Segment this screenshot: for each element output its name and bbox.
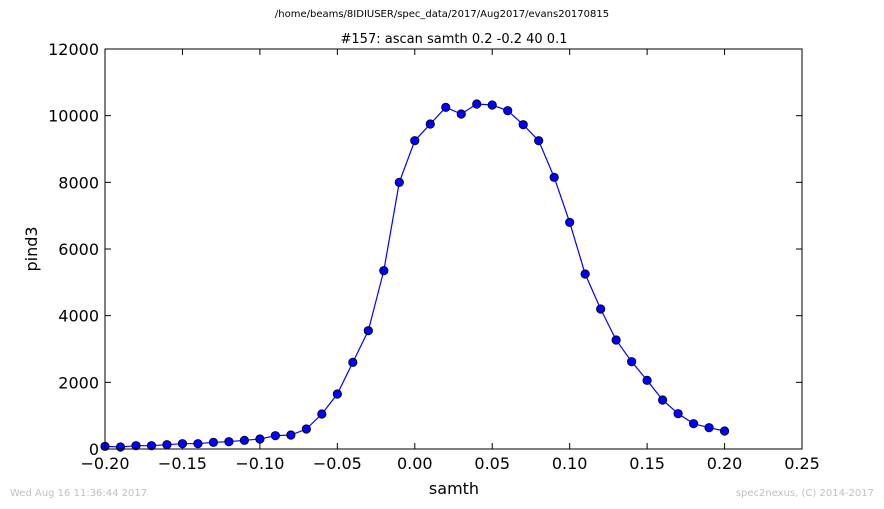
data-point	[688, 419, 699, 429]
data-point	[317, 409, 327, 419]
data-point	[348, 357, 358, 367]
x-tick-label: 0.00	[397, 454, 433, 473]
data-point	[115, 442, 126, 452]
data-point	[627, 357, 637, 367]
data-point	[704, 423, 714, 433]
data-point	[301, 424, 311, 434]
y-tick-label: 12000	[48, 40, 99, 59]
data-point	[208, 437, 219, 447]
data-point	[177, 439, 188, 449]
data-point	[534, 136, 544, 146]
y-tick-label: 0	[89, 440, 99, 459]
data-point	[611, 335, 621, 345]
x-tick-label: 0.25	[784, 454, 820, 473]
y-axis-label: pind3	[22, 226, 41, 271]
x-tick-label: 0.15	[629, 454, 665, 473]
y-tick-label: 2000	[58, 373, 99, 392]
data-point	[193, 439, 203, 449]
y-tick-label: 10000	[48, 107, 99, 126]
data-point	[472, 99, 482, 109]
data-point	[131, 441, 141, 451]
data-point	[394, 177, 404, 187]
data-point	[642, 375, 652, 385]
data-point	[580, 269, 590, 279]
x-tick-label: −0.20	[80, 454, 129, 473]
credit-footer: spec2nexus, (C) 2014-2017	[735, 488, 874, 499]
data-point	[456, 109, 466, 119]
x-tick-label: −0.15	[158, 454, 207, 473]
series-line	[104, 103, 725, 448]
data-point	[332, 389, 342, 399]
x-tick-label: 0.05	[474, 454, 510, 473]
data-point	[673, 409, 683, 419]
data-point	[270, 431, 280, 441]
x-tick-label: −0.05	[313, 454, 362, 473]
data-point	[657, 395, 668, 405]
data-point	[719, 426, 730, 436]
x-tick-label: −0.10	[235, 454, 284, 473]
data-point	[255, 434, 265, 444]
y-tick-label: 6000	[58, 240, 99, 259]
chart-title: #157: ascan samth 0.2 -0.2 40 0.1	[341, 32, 568, 47]
x-tick-label: 0.10	[552, 454, 588, 473]
data-point	[503, 106, 513, 116]
data-point	[425, 119, 435, 129]
axes-frame	[104, 48, 803, 450]
data-point	[441, 102, 451, 112]
y-tick-label: 8000	[58, 173, 99, 192]
y-tick-label: 4000	[58, 307, 99, 326]
data-point	[487, 100, 497, 110]
data-point	[410, 136, 420, 146]
data-point	[518, 120, 528, 130]
data-point	[379, 266, 389, 276]
timestamp-footer: Wed Aug 16 11:36:44 2017	[10, 488, 148, 499]
data-point	[596, 304, 606, 314]
data-point	[549, 172, 559, 182]
data-point	[286, 430, 296, 440]
x-tick-label: 0.20	[707, 454, 743, 473]
file-path-supertitle: /home/beams/8IDIUSER/spec_data/2017/Aug2…	[274, 9, 610, 20]
data-point	[224, 437, 234, 447]
data-point	[239, 435, 249, 445]
x-axis-label: samth	[429, 479, 479, 498]
data-point	[146, 441, 157, 451]
data-point	[363, 326, 373, 336]
data-point	[162, 440, 172, 450]
data-point	[565, 217, 575, 227]
